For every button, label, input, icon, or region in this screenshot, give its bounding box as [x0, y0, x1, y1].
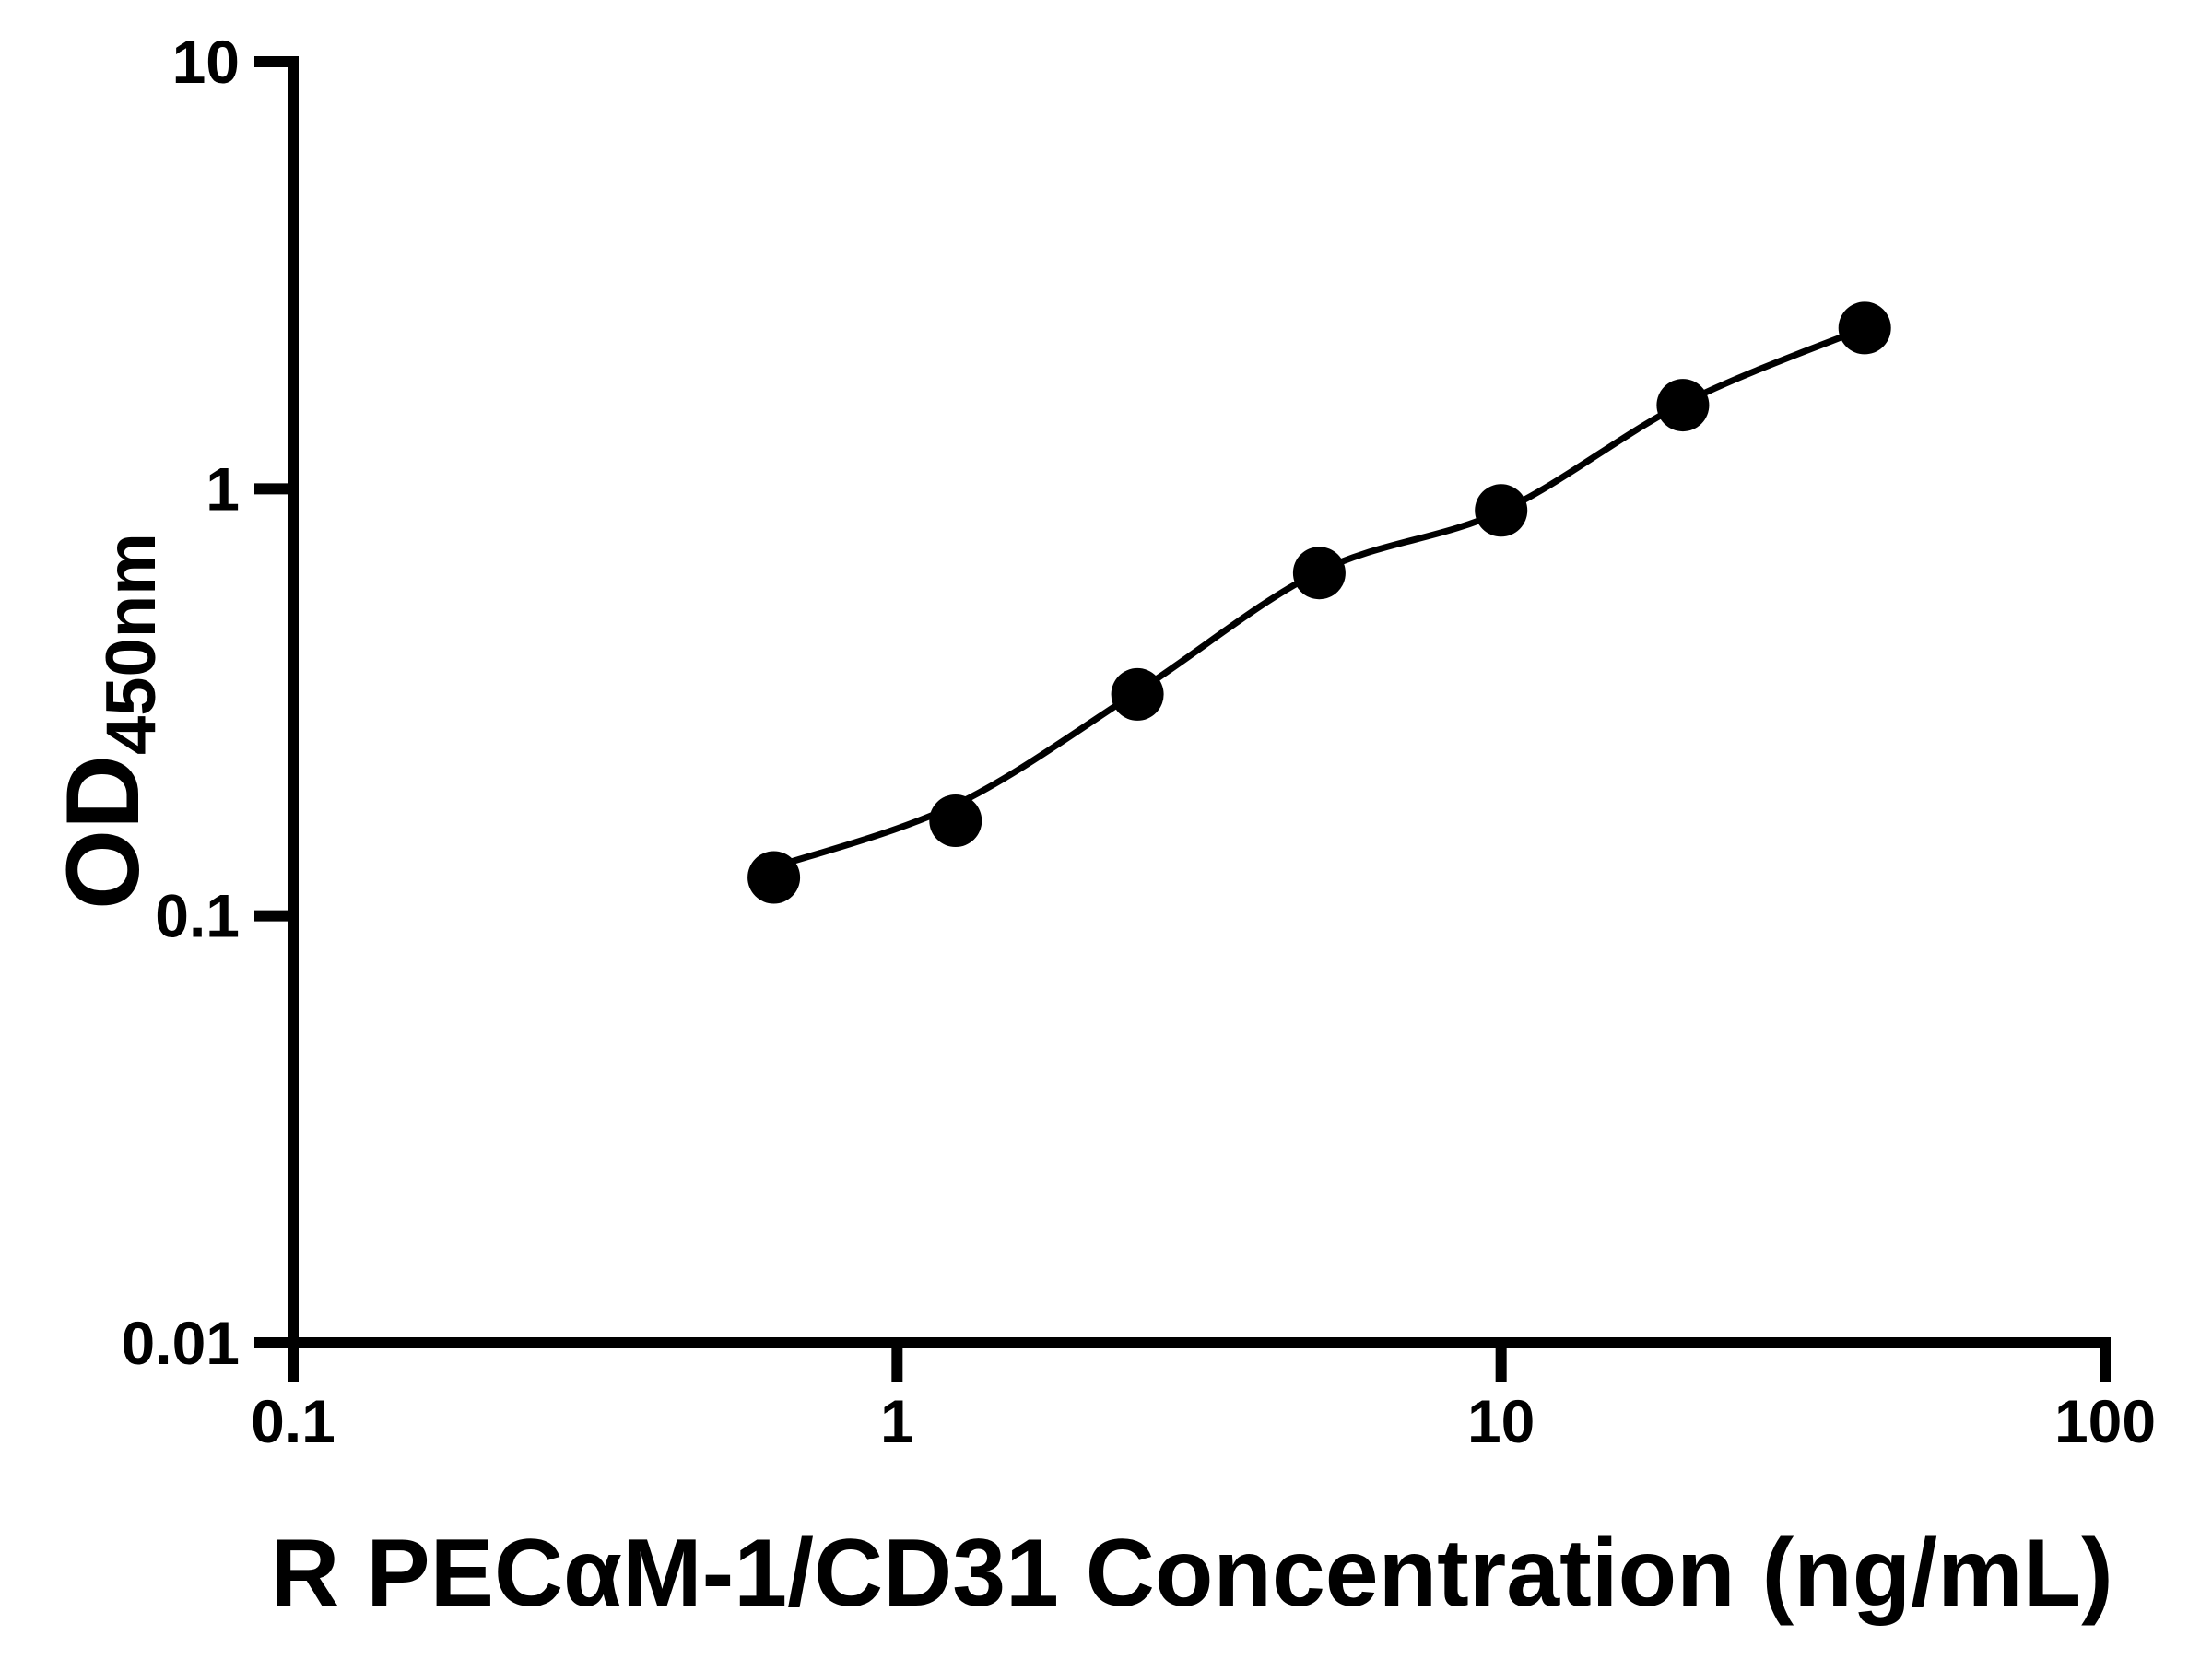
y-axis-title-main: OD [45, 755, 160, 910]
x-axis-title: R PECαM-1/CD31 Concentration (ng/mL) [270, 1520, 2113, 1627]
axes [254, 56, 2111, 1382]
y-tick-label: 0.1 [155, 882, 240, 950]
y-axis-title: OD450nm [45, 533, 171, 910]
x-tick-label: 0.1 [251, 1387, 335, 1455]
data-point-marker [747, 851, 801, 904]
y-tick-label: 10 [172, 28, 240, 96]
data-point-marker [1656, 379, 1710, 432]
data-point-marker [929, 794, 982, 847]
data-point-marker [1475, 484, 1528, 537]
y-tick-label: 1 [206, 454, 240, 523]
y-axis-title-subscript: 450nm [92, 533, 171, 755]
y-tick-label: 0.01 [122, 1309, 240, 1377]
data-point-marker [1292, 547, 1346, 600]
data-point-marker [1111, 667, 1164, 721]
data-points [747, 301, 1891, 904]
x-tick-label: 1 [880, 1387, 914, 1455]
x-tick-label: 10 [1467, 1387, 1535, 1455]
data-point-marker [1838, 301, 1891, 355]
x-tick-label: 100 [2054, 1387, 2156, 1455]
